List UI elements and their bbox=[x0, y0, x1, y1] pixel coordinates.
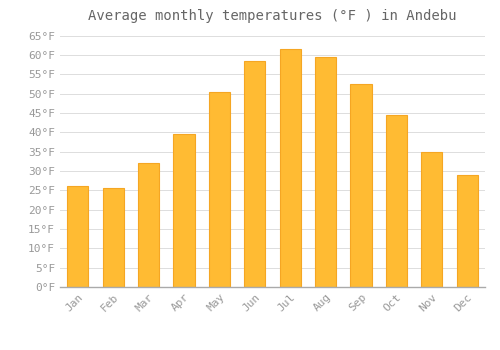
Bar bbox=[315, 57, 336, 287]
Bar bbox=[209, 92, 230, 287]
Bar bbox=[174, 134, 195, 287]
Bar bbox=[350, 84, 372, 287]
Bar bbox=[386, 115, 407, 287]
Bar bbox=[280, 49, 301, 287]
Bar bbox=[456, 175, 478, 287]
Bar bbox=[244, 61, 266, 287]
Bar bbox=[138, 163, 159, 287]
Bar bbox=[421, 152, 442, 287]
Bar bbox=[102, 188, 124, 287]
Bar bbox=[67, 187, 88, 287]
Title: Average monthly temperatures (°F ) in Andebu: Average monthly temperatures (°F ) in An… bbox=[88, 9, 457, 23]
